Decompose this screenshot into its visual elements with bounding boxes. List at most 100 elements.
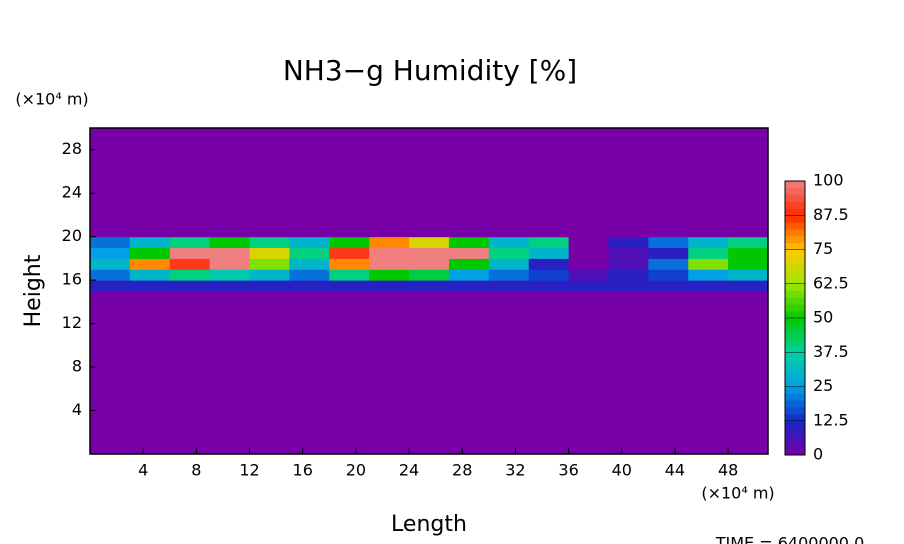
heat-cell <box>169 236 211 249</box>
colorbar-tick-label: 75 <box>813 239 833 258</box>
heat-cell <box>488 128 530 238</box>
heat-cell <box>249 258 290 270</box>
colorbar-band <box>785 448 805 456</box>
heat-cell <box>129 247 171 259</box>
heat-cell <box>409 291 450 455</box>
heat-cell <box>488 247 530 259</box>
heat-cell <box>688 269 729 281</box>
heat-cell <box>568 291 609 455</box>
heat-cell <box>728 291 769 455</box>
heat-cell <box>448 247 490 259</box>
heat-cell <box>728 258 769 270</box>
heat-cell <box>568 247 609 259</box>
heat-cell <box>90 258 131 270</box>
colorbar-tick-label: 50 <box>813 308 833 327</box>
heat-cell <box>169 128 211 238</box>
heat-cell <box>648 128 689 238</box>
heat-cell <box>608 247 649 259</box>
colorbar-tick-label: 100 <box>813 171 844 190</box>
heat-cell <box>528 291 570 455</box>
heat-cell <box>90 128 131 238</box>
colorbar-band <box>785 352 805 360</box>
y-tick-label: 28 <box>62 139 82 158</box>
colorbar-band <box>785 379 805 387</box>
colorbar-band <box>785 290 805 298</box>
heat-cell <box>209 291 251 455</box>
chart-title: NH3−g Humidity [%] <box>283 54 577 87</box>
heat-cell <box>688 247 729 259</box>
heat-cell <box>169 269 211 281</box>
heat-cell <box>289 236 330 249</box>
heat-cell <box>90 269 131 281</box>
heat-cell <box>528 247 570 259</box>
colorbar-band <box>785 215 805 223</box>
heat-cell <box>528 258 570 270</box>
colorbar-band <box>785 420 805 429</box>
heat-cell <box>608 128 649 238</box>
heat-cell <box>728 247 769 259</box>
heat-cell <box>369 128 410 238</box>
heat-cell <box>329 236 370 249</box>
heat-cell <box>648 269 689 281</box>
colorbar-band <box>785 331 805 340</box>
heat-cell <box>209 236 251 249</box>
heat-cell <box>289 128 330 238</box>
colorbar-band <box>785 345 805 353</box>
colorbar-band <box>785 393 805 401</box>
colorbar-band <box>785 434 805 442</box>
heat-cell <box>448 236 490 249</box>
colorbar-band <box>785 318 805 326</box>
heat-cell <box>528 236 570 249</box>
colorbar-band <box>785 181 805 189</box>
heat-cell <box>129 128 171 238</box>
y-tick-label: 12 <box>62 313 82 332</box>
y-tick-label: 8 <box>72 357 82 376</box>
plot-frame <box>89 127 769 455</box>
heat-cell <box>409 236 450 249</box>
colorbar-tick-label: 0 <box>813 445 823 464</box>
footer: TIME = 6400000.0 <box>715 534 865 544</box>
heat-cell <box>448 269 490 281</box>
heat-cell <box>568 128 609 238</box>
heat-cell <box>448 291 490 455</box>
heat-cell <box>249 236 290 249</box>
heat-cell <box>648 291 689 455</box>
heat-cell <box>289 269 330 281</box>
x-tick-label: 44 <box>665 461 685 480</box>
heat-cell <box>688 291 729 455</box>
heat-cell <box>409 247 450 259</box>
colorbar-band <box>785 441 805 449</box>
colorbar-tick-label: 12.5 <box>813 410 849 429</box>
y-tick-label: 24 <box>62 183 82 202</box>
colorbar-band <box>785 242 805 250</box>
x-unit: (×10⁴ m) <box>701 484 774 503</box>
heat-cell <box>648 280 689 292</box>
y-axis-label: Height <box>21 254 46 327</box>
heat-cell <box>90 236 131 249</box>
heat-cell <box>568 280 609 292</box>
colorbar-band <box>785 276 805 285</box>
heat-cell <box>169 291 211 455</box>
heat-cell <box>608 280 649 292</box>
colorbar-band <box>785 359 805 367</box>
x-tick-label: 12 <box>239 461 259 480</box>
heat-cell <box>129 258 171 270</box>
heat-cell <box>648 247 689 259</box>
heat-cell <box>728 236 769 249</box>
heat-cell <box>329 258 370 270</box>
heat-cell <box>608 269 649 281</box>
colorbar-band <box>785 201 805 209</box>
heat-cell <box>209 128 251 238</box>
heat-cell <box>528 280 570 292</box>
heat-cell <box>329 247 370 259</box>
heat-cell <box>688 280 729 292</box>
heat-cell <box>608 291 649 455</box>
heat-cell <box>528 128 570 238</box>
y-tick-label: 16 <box>62 270 82 289</box>
colorbar-band <box>785 263 805 271</box>
colorbar-band <box>785 372 805 381</box>
heat-cell <box>369 258 410 270</box>
heat-cell <box>169 280 211 292</box>
colorbar-band <box>785 256 805 264</box>
